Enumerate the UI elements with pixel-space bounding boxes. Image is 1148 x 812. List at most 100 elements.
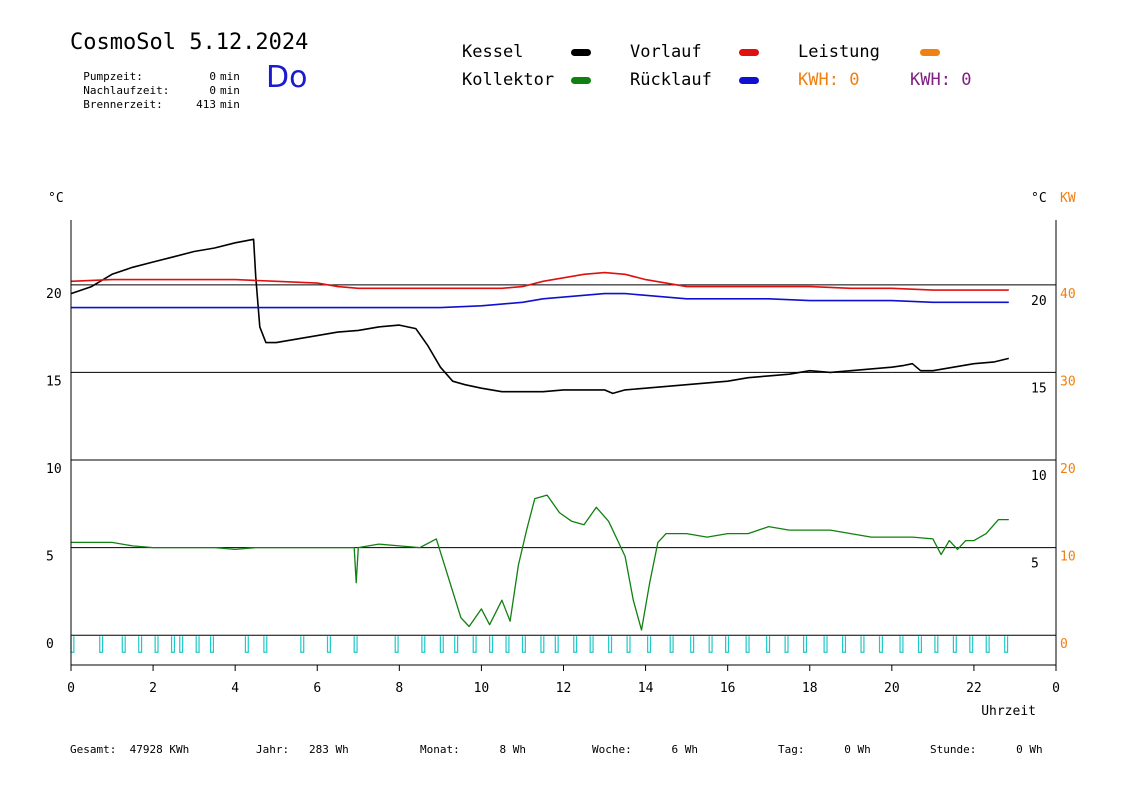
legend-kwh-orange-value: 0 [849, 70, 860, 90]
footer-jahr-label: Jahr: [256, 743, 290, 756]
left-tick-label-20: 20 [46, 287, 62, 302]
footer-woche-value: 6 [671, 743, 679, 756]
x-tick-label-8: 16 [720, 681, 736, 696]
pump-pulse-22 [540, 636, 545, 653]
pump-pulse-34 [766, 636, 771, 653]
legend-ruecklauf-swatch [739, 77, 759, 84]
left-tick-label-15: 15 [46, 374, 62, 389]
left-axis-unit: °C [48, 191, 64, 206]
right-axis-unit: °C [1031, 191, 1047, 206]
footer-stunde-label: Stunde: [930, 743, 977, 756]
pump-pulse-41 [899, 636, 904, 653]
pump-pulse-1 [99, 636, 104, 653]
right-tick-label-5: 5 [1031, 557, 1039, 572]
axes-layer: 0 2 4 6 8 10 12 14 16 18 20 22 0 Uhrzeit °C 0 5 10 15 20 °C 2… [46, 191, 1076, 719]
x-tick-label-11: 22 [966, 681, 982, 696]
pump-pulse-12 [326, 636, 331, 653]
nachlaufzeit-label: Nachlaufzeit: [83, 84, 170, 97]
nachlaufzeit-row: Nachlaufzeit: 0 min [70, 71, 240, 97]
pump-pulse-18 [472, 636, 477, 653]
x-tick-label-4: 8 [395, 681, 403, 696]
x-tick-label-1: 2 [149, 681, 157, 696]
legend-kollektor-swatch [571, 77, 591, 84]
footer-monat-unit: Wh [512, 743, 526, 756]
pump-pulse-26 [608, 636, 613, 653]
pump-pulse-16 [439, 636, 444, 653]
left-tick-label-10: 10 [46, 462, 62, 477]
kw-tick-label-10: 10 [1060, 550, 1076, 565]
x-tick-label-5: 10 [474, 681, 490, 696]
pump-pulse-36 [802, 636, 808, 653]
pump-pulse-33 [745, 636, 750, 653]
pump-pulse-31 [708, 636, 713, 653]
x-tick-label-7: 14 [638, 681, 654, 696]
nachlaufzeit-unit: min [220, 84, 240, 97]
pump-pulse-11 [300, 636, 305, 653]
series-ruecklauf [71, 292, 1009, 309]
legend-vorlauf-swatch [739, 49, 759, 56]
footer-stunde: Stunde: 0 Wh [930, 743, 1043, 756]
footer-monat: Monat: 8 Wh [420, 743, 526, 756]
footer-jahr: Jahr: 283 Wh [256, 743, 349, 756]
legend-leistung-swatch [920, 49, 940, 56]
pump-pulse-7 [195, 636, 200, 653]
x-tick-label-2: 4 [231, 681, 239, 696]
pumpzeit-row: Pumpzeit: 0 min [70, 57, 240, 83]
legend-vorlauf-label: Vorlauf [630, 42, 702, 62]
legend-kessel-label: Kessel [462, 42, 524, 62]
footer-tag-label: Tag: [778, 743, 805, 756]
footer-woche-label: Woche: [592, 743, 632, 756]
pump-pulse-10 [263, 636, 268, 653]
pump-pulse-5 [170, 636, 176, 653]
pump-pulse-40 [878, 636, 883, 653]
brennerzeit-value: 413 [196, 98, 216, 111]
pump-pulse-3 [138, 636, 143, 653]
pump-pulse-38 [841, 636, 847, 653]
legend-kessel-swatch [571, 49, 591, 56]
legend-kwh-purple-value: 0 [961, 70, 972, 90]
pumpzeit-value: 0 [209, 70, 216, 83]
nachlaufzeit-value: 0 [209, 84, 216, 97]
pump-pulse-19 [489, 636, 494, 653]
pump-pulse-6 [179, 636, 184, 653]
series-layer [70, 238, 1009, 631]
brennerzeit-row: Brennerzeit: 413 min [70, 85, 240, 111]
pump-pulse-45 [969, 636, 974, 653]
footer-monat-label: Monat: [420, 743, 460, 756]
legend-kwh-orange: KWH: 0 [798, 70, 859, 90]
footer-monat-value: 8 [499, 743, 507, 756]
series-vorlauf [70, 271, 1009, 291]
pumpzeit-label: Pumpzeit: [83, 70, 143, 83]
kw-tick-label-30: 30 [1060, 374, 1076, 389]
pump-pulse-44 [952, 636, 957, 653]
right-tick-label-10: 10 [1031, 469, 1047, 484]
brennerzeit-unit: min [220, 98, 240, 111]
pump-pulse-30 [690, 636, 695, 653]
x-tick-label-3: 6 [313, 681, 321, 696]
pump-pulse-15 [421, 636, 426, 653]
right-tick-label-20: 20 [1031, 294, 1047, 309]
kw-tick-label-40: 40 [1060, 287, 1076, 302]
x-tick-label-9: 18 [802, 681, 818, 696]
footer-gesamt-value: 47928 [129, 743, 163, 756]
pump-pulse-24 [573, 636, 578, 653]
footer-tag-unit: Wh [857, 743, 871, 756]
pump-pulse-35 [784, 636, 789, 653]
kw-tick-label-20: 20 [1060, 462, 1076, 477]
footer-stunde-unit: Wh [1029, 743, 1043, 756]
pumpzeit-unit: min [220, 70, 240, 83]
footer-gesamt-unit: KWh [169, 743, 190, 756]
pump-pulse-21 [521, 636, 526, 653]
pump-pulse-23 [554, 636, 559, 653]
legend-kwh-orange-label: KWH: [798, 70, 839, 90]
kw-axis-unit: KW [1060, 191, 1076, 206]
footer-woche: Woche: 6 Wh [592, 743, 698, 756]
legend-leistung-label: Leistung [798, 42, 880, 62]
left-tick-label-0: 0 [46, 637, 54, 652]
legend-ruecklauf-label: Rücklauf [630, 70, 712, 90]
pump-pulse-13 [353, 636, 358, 653]
footer-jahr-unit: Wh [335, 743, 349, 756]
pump-pulse-17 [454, 636, 459, 653]
series-kollektor [71, 494, 1009, 631]
